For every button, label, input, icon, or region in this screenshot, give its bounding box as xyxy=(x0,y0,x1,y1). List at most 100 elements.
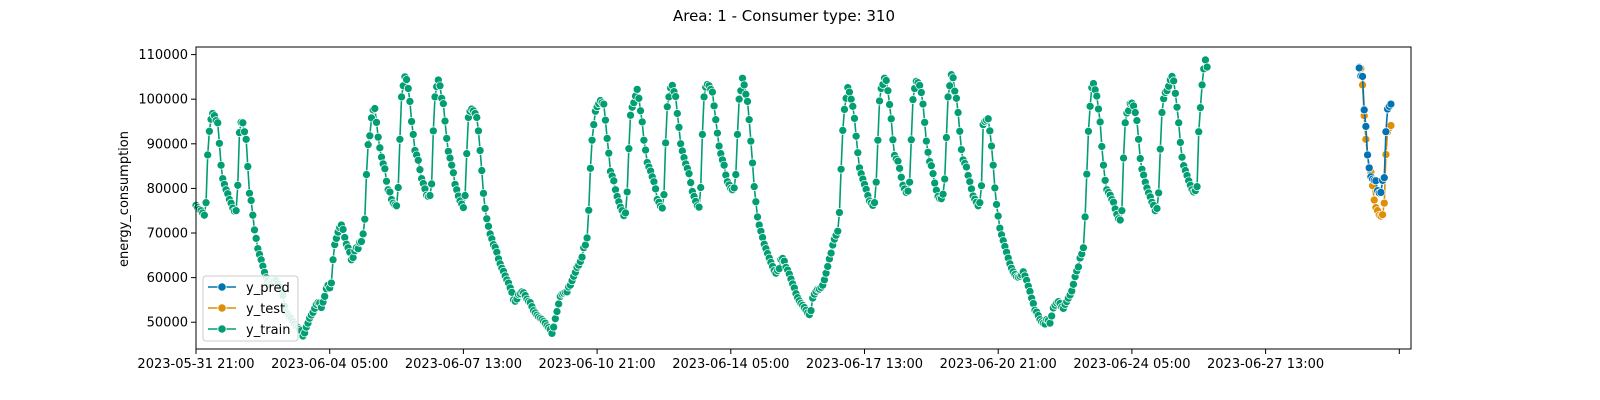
x-tick-label: 2023-06-07 13:00 xyxy=(405,357,522,372)
data-point xyxy=(439,99,448,109)
data-point xyxy=(751,197,761,207)
data-point xyxy=(806,306,816,315)
data-point xyxy=(672,109,682,118)
data-point xyxy=(846,94,856,104)
data-point xyxy=(428,126,438,136)
data-point xyxy=(587,135,597,145)
legend-label: y_pred xyxy=(246,281,290,296)
data-point xyxy=(475,146,485,155)
data-point xyxy=(719,160,729,170)
data-point xyxy=(699,92,709,102)
data-point xyxy=(1359,105,1369,115)
data-point xyxy=(875,96,884,106)
data-point xyxy=(440,116,450,126)
data-point xyxy=(748,158,757,168)
data-point xyxy=(985,126,995,136)
data-point xyxy=(484,221,493,231)
data-point xyxy=(674,122,684,132)
data-point xyxy=(1192,182,1202,191)
data-point xyxy=(1069,279,1078,289)
data-point xyxy=(1201,55,1210,65)
data-point xyxy=(1134,134,1143,144)
x-tick-label: 2023-06-27 13:00 xyxy=(1207,357,1324,372)
x-tick-label: 2023-06-20 21:00 xyxy=(940,357,1057,372)
data-point xyxy=(952,93,961,103)
data-point xyxy=(479,188,488,198)
data-point xyxy=(602,134,612,143)
x-axis: 2023-05-31 21:00 2023-06-04 05:00 2023-06-… xyxy=(137,349,1400,372)
legend-item-y-pred: y_pred xyxy=(208,281,290,296)
data-point xyxy=(601,115,610,125)
data-point xyxy=(393,183,403,192)
data-point xyxy=(943,92,953,102)
data-point xyxy=(916,88,926,97)
data-point xyxy=(729,183,739,193)
data-point xyxy=(385,187,395,197)
data-point xyxy=(637,117,647,127)
data-point xyxy=(1202,62,1212,72)
data-point xyxy=(1120,118,1130,128)
data-point xyxy=(921,136,931,146)
data-point xyxy=(373,132,383,142)
data-point xyxy=(1177,152,1187,162)
data-point xyxy=(328,255,338,265)
data-point xyxy=(915,81,925,90)
data-point xyxy=(201,198,211,208)
data-point xyxy=(955,126,965,136)
data-point xyxy=(684,169,694,179)
x-tick-label: 2023-06-10 21:00 xyxy=(539,357,656,372)
data-point xyxy=(826,248,836,258)
data-point xyxy=(248,210,258,220)
data-point xyxy=(993,211,1003,221)
legend-swatch-marker xyxy=(217,324,227,334)
data-point xyxy=(370,104,380,113)
data-point xyxy=(415,165,425,175)
data-point xyxy=(948,73,958,83)
data-point xyxy=(938,189,948,199)
data-point xyxy=(240,127,249,137)
legend-swatch-marker xyxy=(217,303,227,313)
data-point xyxy=(833,226,843,236)
data-point xyxy=(582,233,592,243)
data-point xyxy=(449,168,458,178)
data-point xyxy=(753,212,762,222)
data-point xyxy=(741,89,751,99)
data-point xyxy=(906,135,916,145)
data-point xyxy=(621,208,630,218)
data-point xyxy=(1363,150,1372,160)
data-point xyxy=(1084,126,1093,136)
legend-label: y_train xyxy=(246,323,290,338)
data-point xyxy=(216,160,226,170)
data-point xyxy=(403,84,413,93)
data-point xyxy=(1354,63,1364,73)
data-point xyxy=(823,262,833,271)
data-point xyxy=(895,163,904,173)
data-point xyxy=(662,102,672,112)
data-point xyxy=(649,177,659,187)
data-point xyxy=(480,204,490,213)
data-point xyxy=(709,101,719,111)
chart-title: Area: 1 - Consumer type: 310 xyxy=(673,7,895,25)
data-point xyxy=(1082,169,1092,179)
data-point xyxy=(657,203,667,213)
data-point xyxy=(447,160,457,170)
data-point xyxy=(928,169,938,179)
data-point xyxy=(1080,212,1090,222)
data-point xyxy=(358,229,368,239)
data-point xyxy=(472,113,482,122)
data-point xyxy=(213,118,223,128)
data-point xyxy=(395,134,405,144)
data-point xyxy=(589,120,599,129)
data-point xyxy=(549,322,559,332)
data-point xyxy=(397,92,406,102)
data-point xyxy=(425,191,435,200)
data-point xyxy=(243,162,253,171)
x-tick-label: 2023-06-04 05:00 xyxy=(271,357,388,372)
data-point xyxy=(945,81,955,91)
data-point xyxy=(714,141,724,151)
data-point xyxy=(743,97,752,106)
legend-item-y-train: y_train xyxy=(208,323,290,338)
data-point xyxy=(460,191,470,200)
data-point xyxy=(251,234,261,243)
